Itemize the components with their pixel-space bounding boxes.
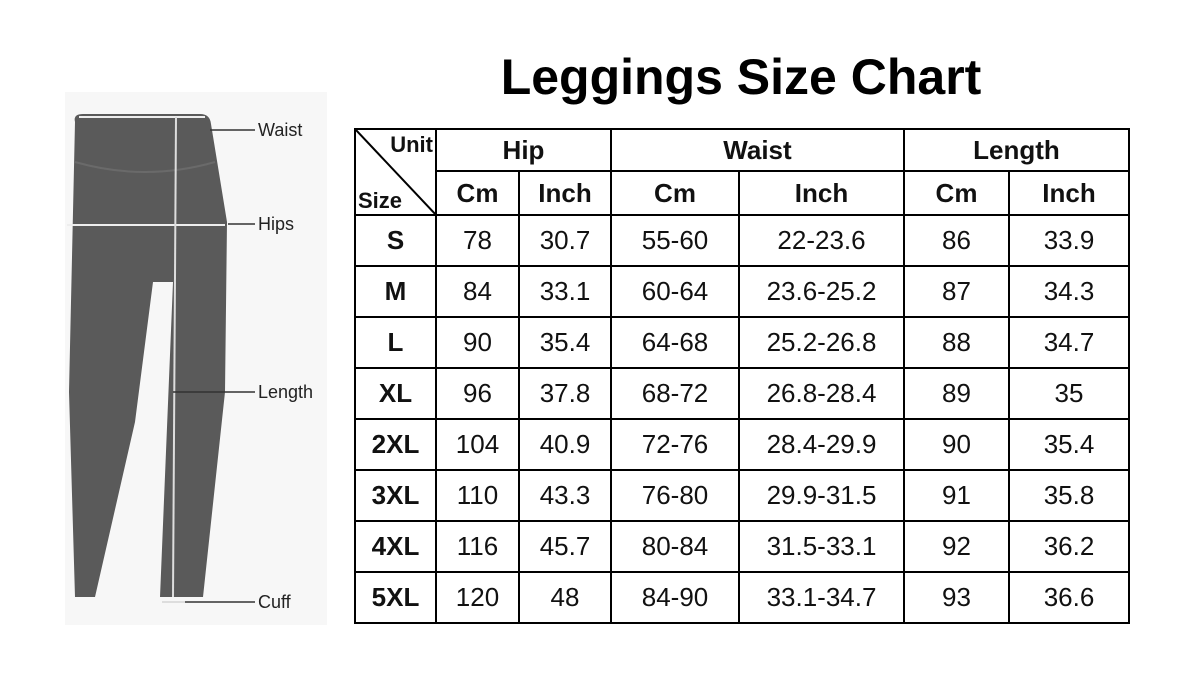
value-cell: 87 xyxy=(903,265,1010,318)
size-cell: 4XL xyxy=(354,520,437,573)
value-cell: 84 xyxy=(435,265,520,318)
value-cell: 116 xyxy=(435,520,520,573)
value-cell: 88 xyxy=(903,316,1010,369)
value-cell: 89 xyxy=(903,367,1010,420)
size-cell: M xyxy=(354,265,437,318)
value-cell: 30.7 xyxy=(518,214,612,267)
value-cell: 43.3 xyxy=(518,469,612,522)
value-cell: 31.5-33.1 xyxy=(738,520,905,573)
value-cell: 68-72 xyxy=(610,367,740,420)
table-row: 2XL 104 40.9 72-76 28.4-29.9 90 35.4 xyxy=(354,418,1130,471)
value-cell: 76-80 xyxy=(610,469,740,522)
value-cell: 92 xyxy=(903,520,1010,573)
table-row: 5XL 120 48 84-90 33.1-34.7 93 36.6 xyxy=(354,571,1130,624)
value-cell: 33.1 xyxy=(518,265,612,318)
value-cell: 64-68 xyxy=(610,316,740,369)
value-cell: 84-90 xyxy=(610,571,740,624)
leggings-diagram: Waist Hips Length Cuff xyxy=(65,92,327,625)
value-cell: 33.1-34.7 xyxy=(738,571,905,624)
size-cell: 5XL xyxy=(354,571,437,624)
subheader: Cm xyxy=(435,170,520,216)
value-cell: 36.2 xyxy=(1008,520,1130,573)
table-row: 3XL 110 43.3 76-80 29.9-31.5 91 35.8 xyxy=(354,469,1130,522)
value-cell: 26.8-28.4 xyxy=(738,367,905,420)
size-cell: 2XL xyxy=(354,418,437,471)
value-cell: 40.9 xyxy=(518,418,612,471)
table-row: M 84 33.1 60-64 23.6-25.2 87 34.3 xyxy=(354,265,1130,318)
table-row: XL 96 37.8 68-72 26.8-28.4 89 35 xyxy=(354,367,1130,420)
value-cell: 48 xyxy=(518,571,612,624)
value-cell: 110 xyxy=(435,469,520,522)
subheader: Cm xyxy=(903,170,1010,216)
subheader: Cm xyxy=(610,170,740,216)
value-cell: 22-23.6 xyxy=(738,214,905,267)
value-cell: 29.9-31.5 xyxy=(738,469,905,522)
value-cell: 35.4 xyxy=(1008,418,1130,471)
value-cell: 55-60 xyxy=(610,214,740,267)
leggings-illustration xyxy=(67,114,255,603)
diagonal-divider xyxy=(356,130,437,216)
unit-label: Unit xyxy=(390,132,433,157)
value-cell: 25.2-26.8 xyxy=(738,316,905,369)
value-cell: 120 xyxy=(435,571,520,624)
group-header-hip: Hip xyxy=(435,128,612,172)
value-cell: 34.7 xyxy=(1008,316,1130,369)
value-cell: 35.8 xyxy=(1008,469,1130,522)
value-cell: 35.4 xyxy=(518,316,612,369)
value-cell: 90 xyxy=(903,418,1010,471)
hips-label: Hips xyxy=(258,214,295,234)
waist-label: Waist xyxy=(258,120,303,140)
cuff-label: Cuff xyxy=(258,592,291,612)
size-cell: L xyxy=(354,316,437,369)
size-label: Size xyxy=(358,188,403,213)
table-row: S 78 30.7 55-60 22-23.6 86 33.9 xyxy=(354,214,1130,267)
subheader: Inch xyxy=(738,170,905,216)
value-cell: 60-64 xyxy=(610,265,740,318)
value-cell: 72-76 xyxy=(610,418,740,471)
value-cell: 37.8 xyxy=(518,367,612,420)
subheader: Inch xyxy=(1008,170,1130,216)
value-cell: 78 xyxy=(435,214,520,267)
value-cell: 90 xyxy=(435,316,520,369)
value-cell: 45.7 xyxy=(518,520,612,573)
table-row: 4XL 116 45.7 80-84 31.5-33.1 92 36.2 xyxy=(354,520,1130,573)
size-cell: XL xyxy=(354,367,437,420)
page-title: Leggings Size Chart xyxy=(500,49,982,105)
table-row: L 90 35.4 64-68 25.2-26.8 88 34.7 xyxy=(354,316,1130,369)
value-cell: 80-84 xyxy=(610,520,740,573)
subheader: Inch xyxy=(518,170,612,216)
value-cell: 93 xyxy=(903,571,1010,624)
group-header-waist: Waist xyxy=(610,128,905,172)
size-cell: S xyxy=(354,214,437,267)
group-header-length: Length xyxy=(903,128,1130,172)
value-cell: 34.3 xyxy=(1008,265,1130,318)
length-label: Length xyxy=(258,382,314,402)
value-cell: 35 xyxy=(1008,367,1130,420)
value-cell: 96 xyxy=(435,367,520,420)
size-table: Unit Size Hip Waist Length Cm Inch Cm In… xyxy=(354,128,1130,624)
value-cell: 104 xyxy=(435,418,520,471)
value-cell: 91 xyxy=(903,469,1010,522)
value-cell: 86 xyxy=(903,214,1010,267)
size-cell: 3XL xyxy=(354,469,437,522)
value-cell: 33.9 xyxy=(1008,214,1130,267)
value-cell: 28.4-29.9 xyxy=(738,418,905,471)
corner-cell: Unit Size xyxy=(354,128,437,216)
value-cell: 36.6 xyxy=(1008,571,1130,624)
value-cell: 23.6-25.2 xyxy=(738,265,905,318)
